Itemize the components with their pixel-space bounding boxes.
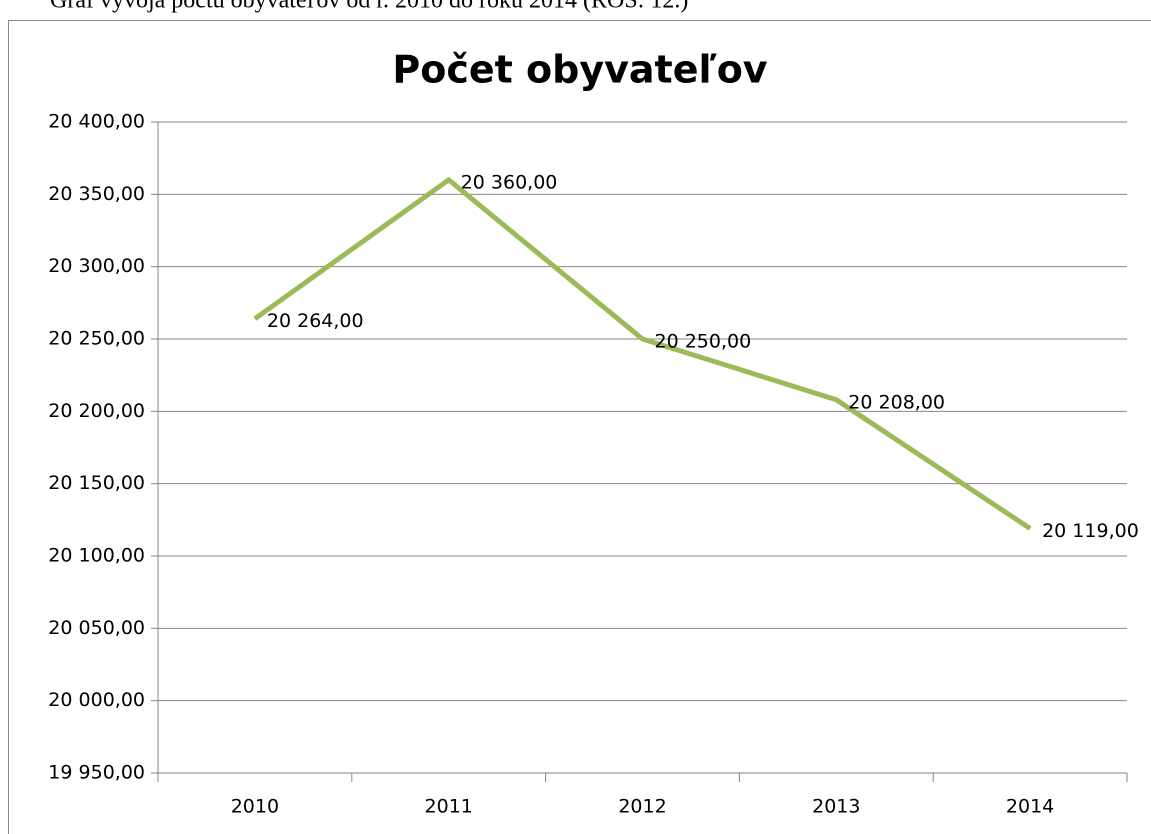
y-tick-label: 19 950,00 [48, 762, 145, 784]
y-tick-label: 20 250,00 [48, 328, 145, 350]
caption: Graf vývoja počtu obyvateľov od r. 2010 … [50, 0, 688, 14]
x-tick-label: 2012 [618, 796, 666, 818]
chart-border [8, 20, 1151, 834]
data-label: 20 208,00 [848, 391, 945, 413]
data-label: 20 119,00 [1042, 520, 1139, 542]
y-tick-label: 20 300,00 [48, 255, 145, 277]
y-tick-label: 20 050,00 [48, 617, 145, 639]
chart-title: Počet obyvateľov [392, 48, 767, 92]
data-label: 20 250,00 [655, 331, 752, 353]
y-tick-label: 20 350,00 [48, 183, 145, 205]
data-label: 20 360,00 [461, 171, 558, 193]
y-tick-label: 20 200,00 [48, 400, 145, 422]
y-tick-label: 20 000,00 [48, 689, 145, 711]
x-tick-label: 2011 [425, 796, 473, 818]
y-tick-label: 20 150,00 [48, 472, 145, 494]
line [253, 177, 1032, 531]
x-tick-label: 2014 [1006, 796, 1054, 818]
x-tick-label: 2010 [231, 796, 279, 818]
data-label: 20 264,00 [267, 310, 364, 332]
x-tick-label: 2013 [812, 796, 860, 818]
y-tick-label: 20 100,00 [48, 545, 145, 567]
y-tick-label: 20 400,00 [48, 111, 145, 133]
